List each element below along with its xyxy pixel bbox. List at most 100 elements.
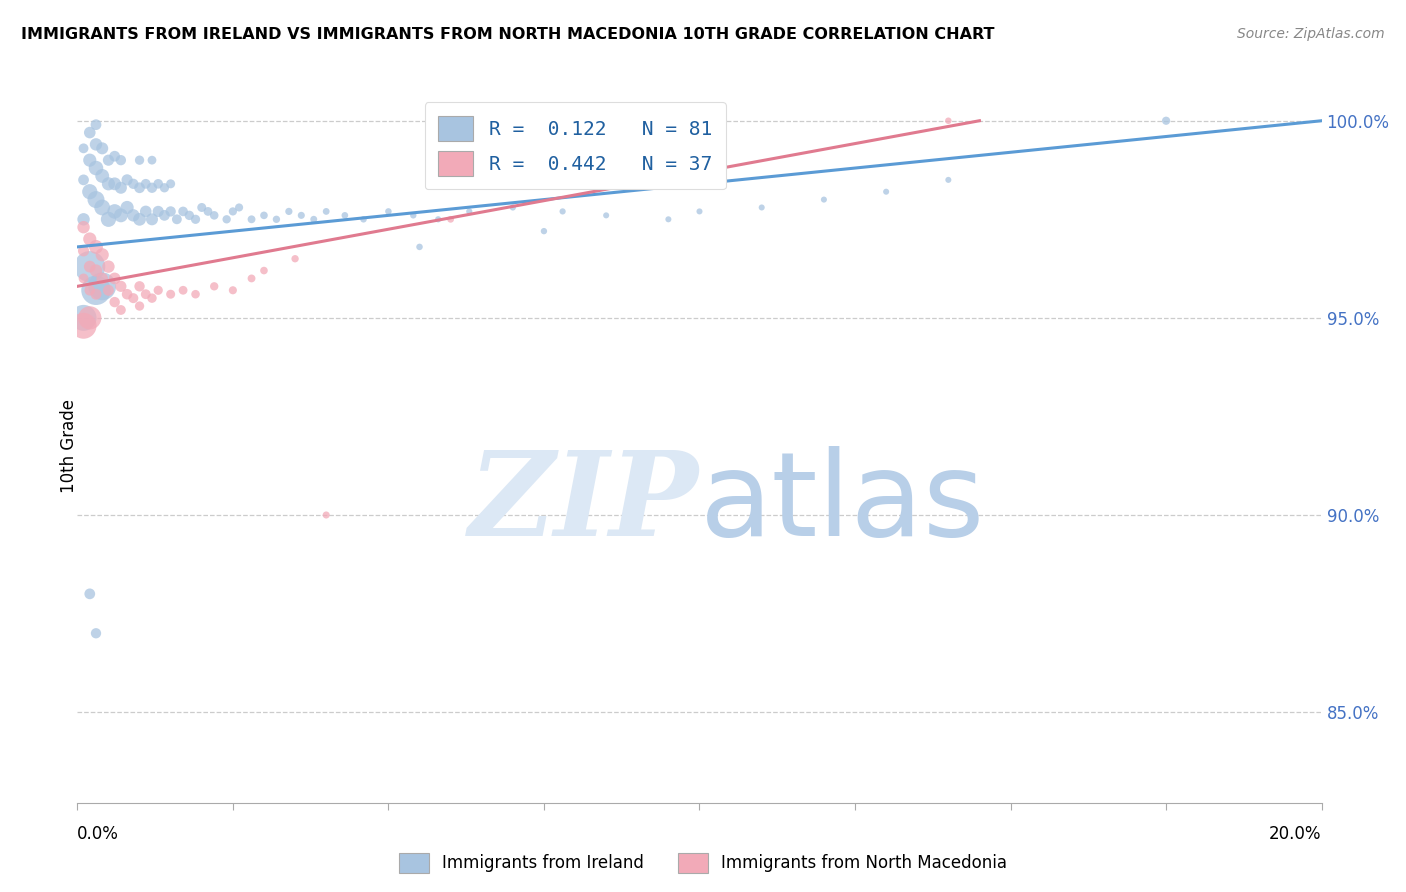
Point — [79, 587, 101, 601]
Point — [110, 279, 132, 293]
Point — [97, 177, 120, 191]
Point — [84, 118, 107, 132]
Point — [159, 177, 181, 191]
Point — [72, 141, 94, 155]
Point — [266, 212, 288, 227]
Point — [502, 201, 524, 215]
Point — [277, 204, 299, 219]
Point — [110, 208, 132, 222]
Legend: R =  0.122   N = 81, R =  0.442   N = 37: R = 0.122 N = 81, R = 0.442 N = 37 — [425, 103, 725, 189]
Point — [179, 208, 201, 222]
Point — [91, 201, 114, 215]
Point — [141, 153, 163, 168]
Point — [91, 169, 114, 183]
Point — [104, 177, 127, 191]
Point — [128, 153, 150, 168]
Point — [253, 208, 276, 222]
Point — [202, 279, 225, 293]
Point — [72, 212, 94, 227]
Point — [551, 204, 574, 219]
Point — [115, 173, 138, 187]
Point — [875, 185, 897, 199]
Point — [353, 212, 375, 227]
Point — [104, 204, 127, 219]
Point — [166, 212, 188, 227]
Point — [148, 204, 170, 219]
Point — [141, 212, 163, 227]
Point — [751, 201, 773, 215]
Point — [104, 271, 127, 285]
Point — [79, 185, 101, 199]
Point — [110, 303, 132, 318]
Point — [315, 508, 337, 522]
Point — [153, 208, 176, 222]
Point — [104, 149, 127, 163]
Point — [128, 212, 150, 227]
Point — [240, 212, 263, 227]
Point — [84, 137, 107, 152]
Point — [215, 212, 238, 227]
Point — [197, 204, 219, 219]
Point — [813, 193, 835, 207]
Point — [141, 291, 163, 305]
Text: Source: ZipAtlas.com: Source: ZipAtlas.com — [1237, 27, 1385, 41]
Point — [153, 180, 176, 194]
Text: 0.0%: 0.0% — [77, 825, 120, 843]
Point — [184, 212, 207, 227]
Point — [72, 271, 94, 285]
Point — [104, 295, 127, 310]
Point — [79, 153, 101, 168]
Text: ZIP: ZIP — [470, 446, 700, 560]
Point — [97, 212, 120, 227]
Point — [228, 201, 250, 215]
Point — [402, 208, 425, 222]
Point — [184, 287, 207, 301]
Point — [97, 260, 120, 274]
Point — [333, 208, 356, 222]
Point — [128, 180, 150, 194]
Point — [72, 318, 94, 333]
Point — [91, 271, 114, 285]
Point — [938, 173, 960, 187]
Point — [110, 180, 132, 194]
Point — [284, 252, 307, 266]
Point — [79, 232, 101, 246]
Point — [97, 153, 120, 168]
Point — [159, 204, 181, 219]
Point — [202, 208, 225, 222]
Point — [290, 208, 312, 222]
Point — [84, 240, 107, 254]
Point — [1154, 113, 1177, 128]
Point — [427, 212, 450, 227]
Point — [84, 193, 107, 207]
Point — [141, 180, 163, 194]
Point — [533, 224, 555, 238]
Point — [84, 626, 107, 640]
Point — [302, 212, 325, 227]
Point — [377, 204, 399, 219]
Point — [79, 260, 101, 274]
Point — [84, 263, 107, 277]
Point — [240, 271, 263, 285]
Point — [84, 283, 107, 297]
Point — [440, 212, 463, 227]
Point — [72, 310, 94, 325]
Point — [315, 204, 337, 219]
Point — [222, 283, 245, 297]
Point — [191, 201, 214, 215]
Point — [122, 177, 145, 191]
Point — [148, 177, 170, 191]
Point — [115, 201, 138, 215]
Point — [128, 279, 150, 293]
Point — [84, 161, 107, 175]
Point — [938, 113, 960, 128]
Point — [159, 287, 181, 301]
Point — [122, 291, 145, 305]
Point — [222, 204, 245, 219]
Point — [122, 208, 145, 222]
Point — [128, 299, 150, 313]
Point — [115, 287, 138, 301]
Point — [595, 208, 617, 222]
Point — [148, 283, 170, 297]
Point — [91, 141, 114, 155]
